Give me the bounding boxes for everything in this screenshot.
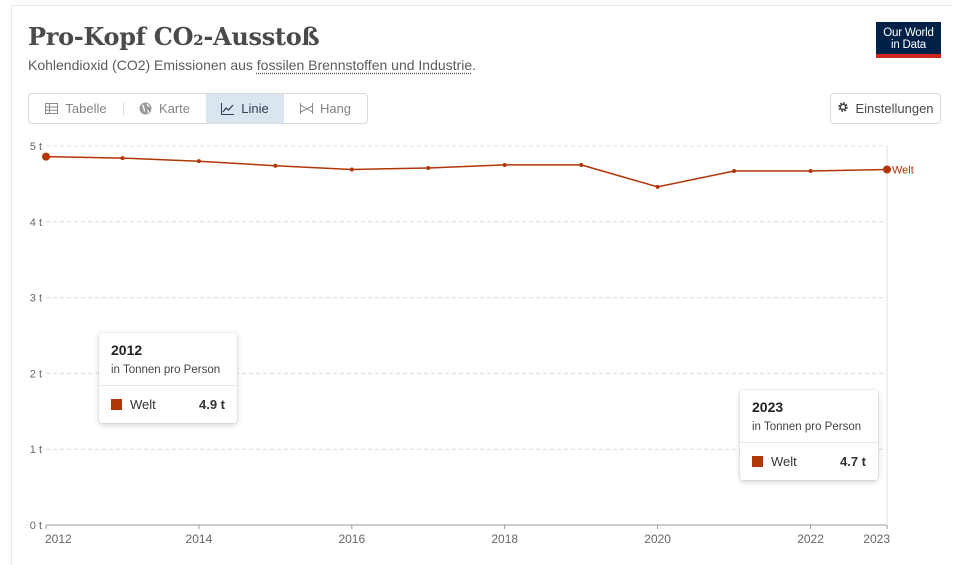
data-point	[808, 169, 813, 174]
tab-table-label: Tabelle	[65, 101, 107, 116]
tooltip-value: 4.7 t	[839, 454, 866, 469]
y-tick-label: 4 t	[30, 217, 42, 229]
chart-subtitle: Kohlendioxid (CO2) Emissionen aus fossil…	[28, 57, 476, 73]
tab-table[interactable]: Tabelle	[29, 94, 123, 123]
logo-line-1: Our World	[883, 27, 934, 39]
data-point	[273, 163, 278, 168]
view-tabs: Tabelle Karte Linie Hang	[28, 93, 368, 124]
subtitle-text: Kohlendioxid (CO2) Emissionen aus	[28, 57, 257, 73]
subtitle-end: .	[472, 57, 476, 73]
data-point	[655, 184, 660, 189]
tab-slope[interactable]: Hang	[284, 94, 367, 123]
logo-line-2: in Data	[890, 39, 927, 51]
series-swatch	[111, 399, 122, 410]
slope-icon	[299, 103, 313, 114]
tooltip-2012: 2012 in Tonnen pro Person Welt 4.9 t	[99, 333, 237, 423]
y-tick-label: 3 t	[30, 293, 42, 305]
x-tick-label: 2012	[45, 532, 72, 546]
subtitle-link[interactable]: fossilen Brennstoffen und Industrie	[256, 57, 473, 73]
tab-map-label: Karte	[158, 101, 191, 116]
x-tick-label: 2023	[863, 532, 890, 546]
gear-icon	[837, 101, 849, 116]
globe-icon	[139, 102, 152, 115]
data-point	[196, 159, 201, 164]
settings-label: Einstellungen	[855, 101, 934, 116]
tooltip-divider	[740, 442, 878, 443]
data-point	[426, 165, 431, 170]
settings-button[interactable]: Einstellungen	[830, 93, 941, 124]
x-tick-label: 2018	[491, 532, 518, 546]
chart-frame	[11, 5, 953, 565]
y-tick-label: 0 t	[30, 520, 42, 532]
tab-slope-label: Hang	[319, 101, 352, 116]
line-chart-icon	[221, 102, 235, 115]
data-point	[349, 167, 354, 172]
tooltip-value: 4.9 t	[198, 397, 225, 412]
data-point	[732, 169, 737, 174]
tab-line-label: Linie	[241, 101, 269, 116]
series-swatch	[752, 456, 763, 467]
y-tick-label: 2 t	[30, 368, 42, 380]
tab-line[interactable]: Linie	[206, 94, 284, 123]
data-point	[502, 162, 507, 167]
tooltip-year: 2023	[752, 399, 784, 415]
x-tick-label: 2022	[797, 532, 824, 546]
y-tick-label: 5 t	[30, 141, 42, 153]
tooltip-unit: in Tonnen pro Person	[111, 364, 221, 376]
y-tick-label: 1 t	[30, 444, 42, 456]
x-tick-label: 2014	[186, 532, 213, 546]
chart-title: Pro-Kopf CO₂-Ausstoß	[28, 22, 320, 51]
tab-map[interactable]: Karte	[123, 94, 206, 123]
x-tick-label: 2020	[644, 532, 671, 546]
owid-logo[interactable]: Our World in Data	[876, 22, 941, 58]
table-icon	[45, 103, 59, 114]
series-label-welt: Welt	[892, 164, 914, 176]
tooltip-2023: 2023 in Tonnen pro Person Welt 4.7 t	[740, 390, 878, 480]
series-line-welt	[45, 155, 888, 188]
data-point	[579, 162, 584, 167]
tooltip-divider	[99, 385, 237, 386]
tooltip-year: 2012	[111, 342, 143, 358]
tooltip-unit: in Tonnen pro Person	[752, 421, 862, 433]
data-point	[120, 156, 125, 161]
tooltip-series: Welt	[771, 454, 797, 469]
tooltip-series: Welt	[130, 397, 156, 412]
data-point	[883, 165, 891, 174]
data-point	[42, 152, 50, 161]
x-tick-label: 2016	[338, 532, 365, 546]
